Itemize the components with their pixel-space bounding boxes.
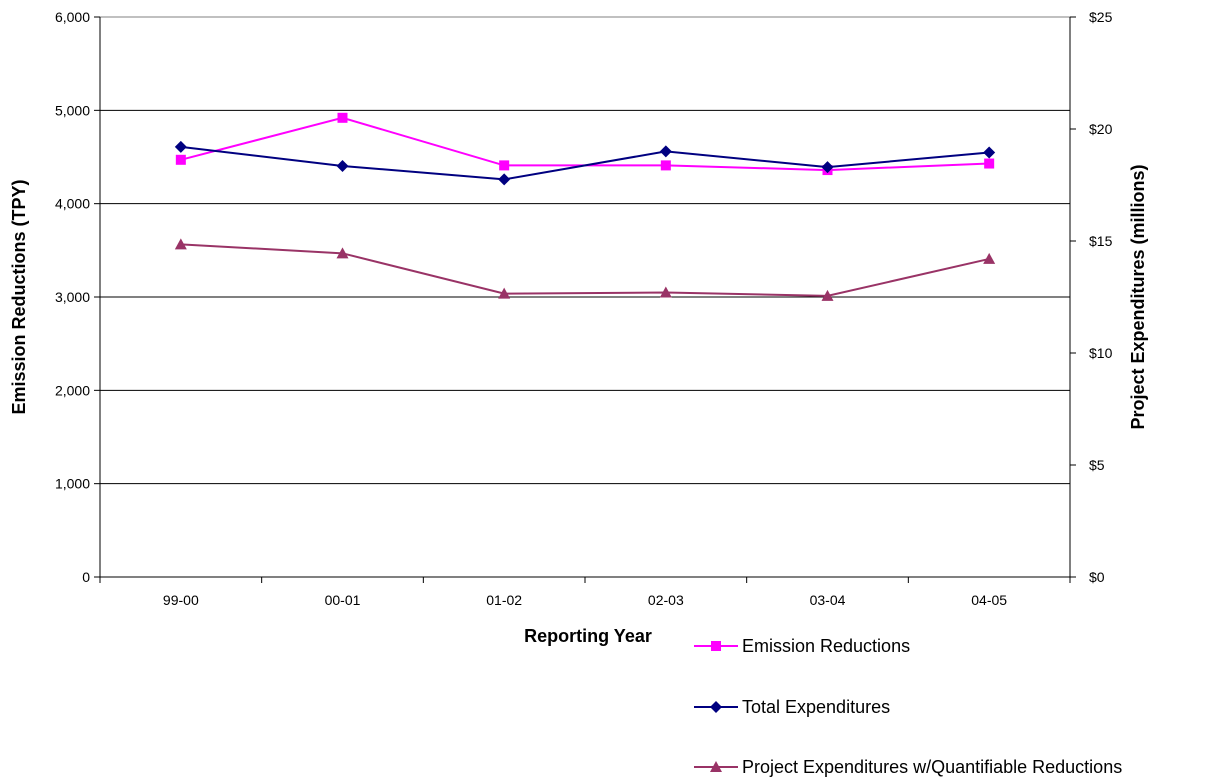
legend: Emission Reductions Total Expenditures Pro… bbox=[694, 636, 1122, 777]
right-tick-label: $10 bbox=[1089, 345, 1113, 361]
data-point bbox=[821, 161, 834, 174]
data-point bbox=[174, 140, 187, 153]
right-tick-label: $25 bbox=[1089, 9, 1113, 25]
data-point bbox=[499, 160, 510, 171]
data-point bbox=[659, 286, 672, 298]
legend-label: Project Expenditures w/Quantifiable Redu… bbox=[742, 757, 1122, 777]
left-tick-label: 5,000 bbox=[55, 102, 90, 118]
data-point bbox=[337, 112, 348, 123]
y2-axis-title: Project Expenditures (millions) bbox=[1128, 164, 1148, 429]
data-point bbox=[983, 146, 996, 159]
left-tick-label: 1,000 bbox=[55, 476, 90, 492]
x-tick-label: 99-00 bbox=[163, 592, 199, 608]
x-axis-ticks: 99-00 00-01 01-02 02-03 03-04 04-05 bbox=[99, 577, 1071, 608]
left-tick-label: 4,000 bbox=[55, 196, 90, 212]
data-point bbox=[498, 287, 511, 299]
legend-swatch-marker bbox=[710, 701, 722, 713]
series-2 bbox=[174, 140, 996, 186]
legend-label: Emission Reductions bbox=[742, 636, 910, 656]
right-tick-label: $5 bbox=[1089, 457, 1105, 473]
legend-item: Emission Reductions bbox=[694, 636, 910, 656]
right-tick-label: $20 bbox=[1089, 121, 1113, 137]
x-tick-label: 04-05 bbox=[971, 592, 1007, 608]
x-tick-label: 02-03 bbox=[648, 592, 684, 608]
data-point bbox=[983, 252, 996, 264]
data-point bbox=[821, 289, 834, 301]
x-axis-title: Reporting Year bbox=[524, 626, 652, 646]
data-point bbox=[175, 154, 186, 165]
legend-swatch-marker bbox=[710, 761, 722, 772]
legend-label: Total Expenditures bbox=[742, 697, 890, 717]
gridlines bbox=[100, 109, 1070, 485]
data-point bbox=[659, 145, 672, 158]
series-line bbox=[180, 116, 990, 172]
series-line bbox=[180, 243, 990, 297]
right-axis-ticks: $0 $5 $10 $15 $20 $25 bbox=[1070, 9, 1113, 585]
left-tick-label: 3,000 bbox=[55, 289, 90, 305]
series-line bbox=[180, 145, 990, 181]
data-point bbox=[660, 160, 671, 171]
x-tick-label: 01-02 bbox=[486, 592, 522, 608]
data-point bbox=[336, 247, 349, 259]
legend-item: Total Expenditures bbox=[694, 697, 890, 717]
left-tick-label: 2,000 bbox=[55, 382, 90, 398]
legend-item: Project Expenditures w/Quantifiable Redu… bbox=[694, 757, 1122, 777]
right-tick-label: $0 bbox=[1089, 569, 1105, 585]
left-axis-ticks: 0 1,000 2,000 3,000 4,000 5,000 6,000 bbox=[55, 9, 100, 585]
right-tick-label: $15 bbox=[1089, 233, 1113, 249]
series-3 bbox=[174, 238, 996, 301]
data-point bbox=[984, 158, 995, 169]
x-tick-label: 03-04 bbox=[810, 592, 846, 608]
data-point bbox=[336, 159, 349, 172]
left-tick-label: 0 bbox=[82, 569, 90, 585]
y-axis-title: Emission Reductions (TPY) bbox=[9, 179, 29, 414]
legend-swatch-marker bbox=[711, 641, 721, 651]
data-point bbox=[174, 238, 187, 250]
series-group bbox=[174, 112, 996, 301]
x-tick-label: 00-01 bbox=[325, 592, 361, 608]
left-tick-label: 6,000 bbox=[55, 9, 90, 25]
data-point bbox=[498, 173, 511, 186]
